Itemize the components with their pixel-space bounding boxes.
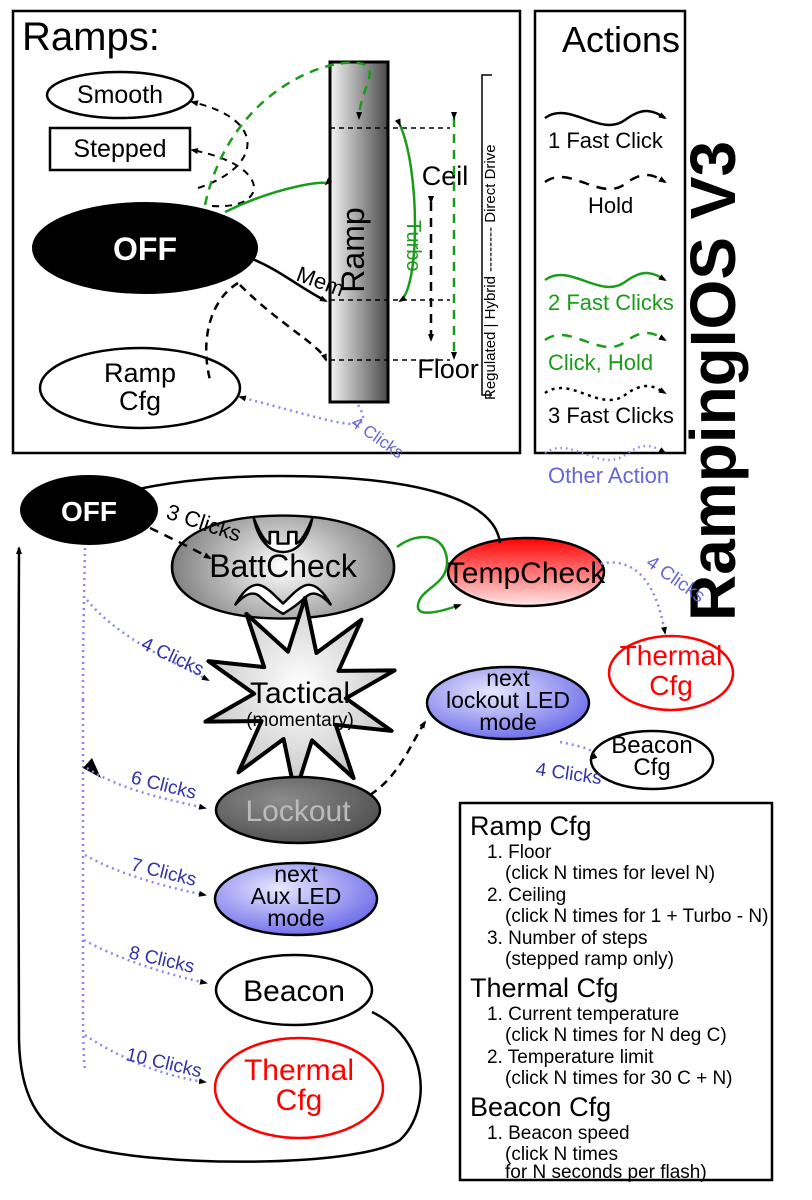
svg-text:mode: mode xyxy=(267,905,325,931)
svg-text:Other Action: Other Action xyxy=(548,463,669,488)
svg-text:Beacon Cfg: Beacon Cfg xyxy=(470,1092,611,1122)
svg-text:Ramp Cfg: Ramp Cfg xyxy=(470,811,592,841)
svg-text:(click N times for N deg C): (click N times for N deg C) xyxy=(505,1025,727,1046)
svg-text:2 Fast Clicks: 2 Fast Clicks xyxy=(548,290,674,315)
svg-text:(click N times for 30 C + N): (click N times for 30 C + N) xyxy=(505,1068,733,1089)
svg-text:Ramp: Ramp xyxy=(104,358,176,388)
svg-text:Ceil: Ceil xyxy=(422,161,469,191)
svg-text:Tactical: Tactical xyxy=(250,677,350,710)
svg-text:Thermal: Thermal xyxy=(244,1054,354,1087)
svg-text:Actions: Actions xyxy=(562,19,680,60)
svg-text:TempCheck: TempCheck xyxy=(447,557,606,590)
svg-text:(click N times for 1 + Turbo -: (click N times for 1 + Turbo - N) xyxy=(505,906,768,927)
svg-text:Thermal: Thermal xyxy=(620,640,723,671)
svg-text:1. Floor: 1. Floor xyxy=(487,842,552,863)
svg-text:Lockout: Lockout xyxy=(245,795,351,828)
svg-text:1. Beacon speed: 1. Beacon speed xyxy=(487,1123,630,1144)
svg-text:Cfg: Cfg xyxy=(649,670,693,701)
svg-text:Cfg: Cfg xyxy=(119,386,161,416)
svg-text:OFF: OFF xyxy=(113,231,177,267)
svg-text:RampingIOS V3: RampingIOS V3 xyxy=(677,141,749,621)
svg-text:(momentary): (momentary) xyxy=(246,710,354,731)
svg-text:(stepped ramp only): (stepped ramp only) xyxy=(505,949,674,970)
svg-text:1. Current temperature: 1. Current temperature xyxy=(487,1004,679,1025)
svg-text:2. Ceiling: 2. Ceiling xyxy=(487,885,566,906)
svg-text:Floor: Floor xyxy=(417,354,479,384)
svg-text:Regulated | Hybrid --------- D: Regulated | Hybrid --------- Direct Driv… xyxy=(482,144,499,400)
svg-text:(click N times for level N): (click N times for level N) xyxy=(505,863,715,884)
svg-text:Thermal Cfg: Thermal Cfg xyxy=(470,973,619,1003)
svg-text:Beacon: Beacon xyxy=(243,975,345,1008)
svg-text:Hold: Hold xyxy=(588,193,633,218)
svg-text:OFF: OFF xyxy=(61,496,117,527)
svg-text:Cfg: Cfg xyxy=(633,754,670,781)
svg-text:Stepped: Stepped xyxy=(73,135,166,163)
svg-text:mode: mode xyxy=(479,709,537,735)
svg-text:1 Fast Click: 1 Fast Click xyxy=(548,128,664,153)
svg-text:BattCheck: BattCheck xyxy=(209,548,358,584)
svg-text:Smooth: Smooth xyxy=(77,81,163,109)
svg-text:Turbo: Turbo xyxy=(402,220,424,272)
svg-text:3. Number of steps: 3. Number of steps xyxy=(487,928,648,949)
svg-text:Ramps:: Ramps: xyxy=(22,15,160,59)
svg-text:Click, Hold: Click, Hold xyxy=(548,350,653,375)
svg-text:Cfg: Cfg xyxy=(276,1084,323,1117)
svg-text:for N seconds per flash): for N seconds per flash) xyxy=(505,1162,707,1183)
svg-text:2. Temperature limit: 2. Temperature limit xyxy=(487,1047,654,1068)
svg-text:3 Fast Clicks: 3 Fast Clicks xyxy=(548,403,674,428)
